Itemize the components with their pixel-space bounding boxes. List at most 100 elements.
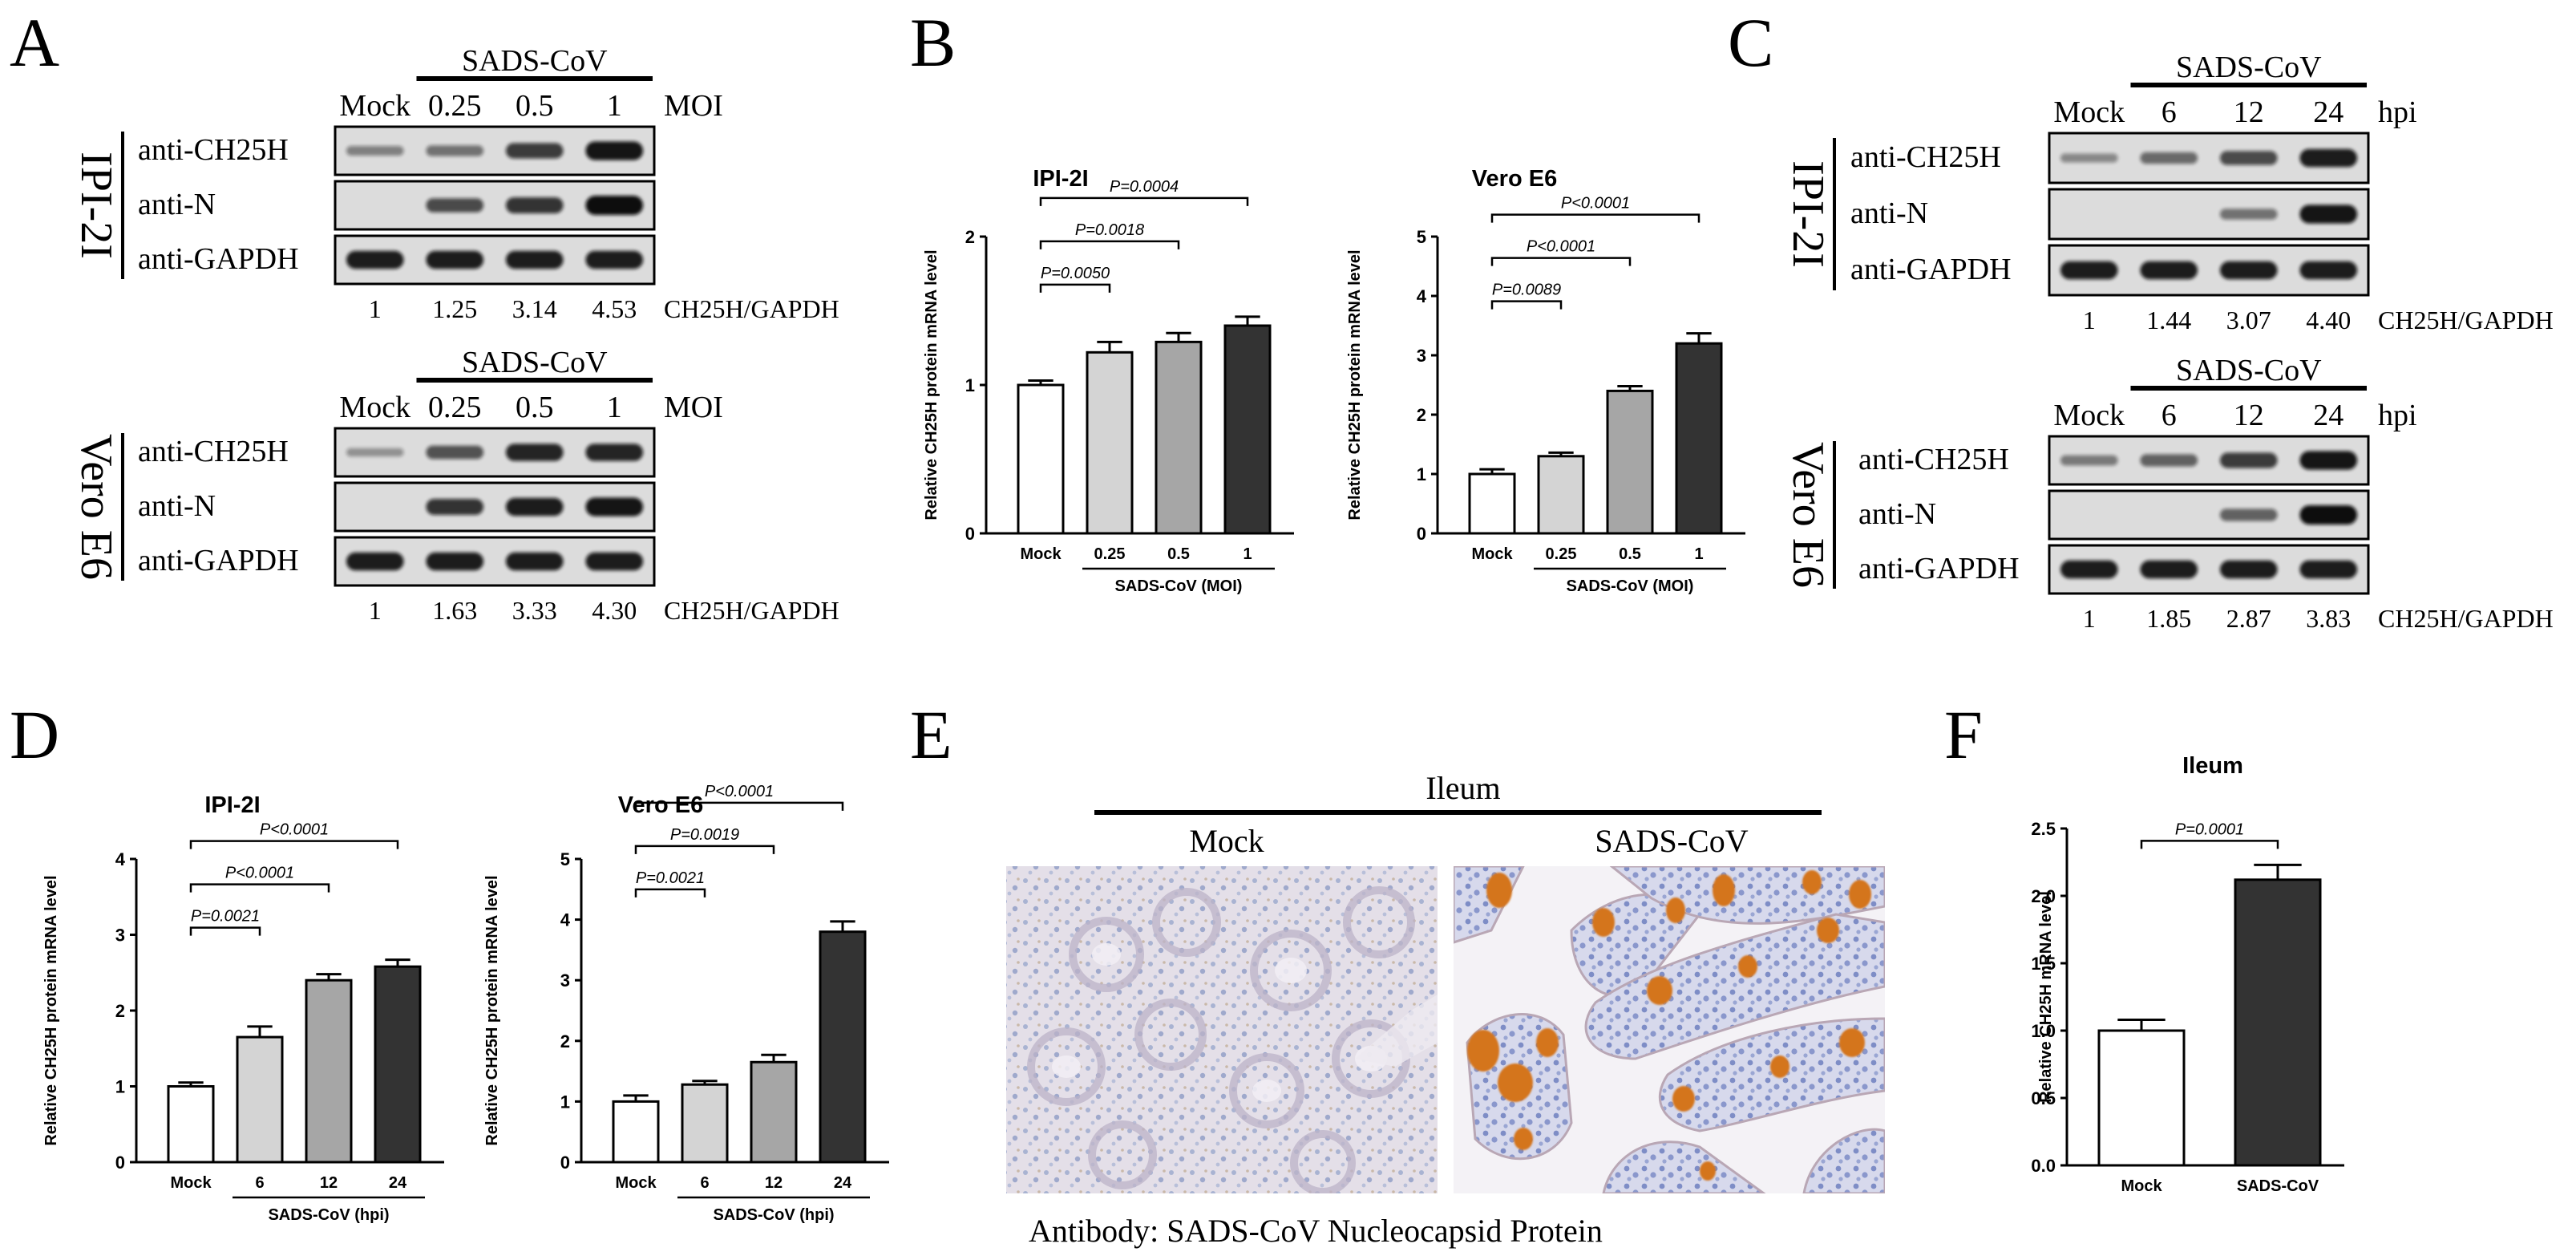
blot-band	[2219, 151, 2278, 165]
blot-band	[585, 444, 644, 461]
panel-e-ihc: Ileum Mock SADS-CoV	[1006, 770, 1885, 1249]
blot-ratio-value: 4.30	[592, 596, 637, 625]
blot-lane-label: 24	[2313, 399, 2343, 432]
blot-band	[2140, 261, 2198, 280]
chart-y-tick-label: 1	[560, 1092, 570, 1112]
chart-sig-bracket	[1490, 213, 1700, 223]
blot-band	[426, 145, 484, 156]
blot-band	[426, 552, 484, 571]
chart-y-tick-label: 1.0	[2031, 1021, 2056, 1041]
chart-y-tick-label: 4	[560, 910, 571, 930]
chart-category-label: Mock	[2121, 1177, 2162, 1195]
chart-y-tick-label: 3	[115, 926, 125, 946]
blot-band	[346, 250, 404, 269]
chart-category-label: 0.25	[1546, 545, 1577, 563]
chart-y-tick-label: 1.5	[2031, 954, 2056, 974]
chart-y-tick-label: 2.5	[2031, 819, 2056, 839]
ihc-group-sads: SADS-CoV	[1595, 823, 1748, 859]
chart-y-tick-label: 2	[115, 1001, 125, 1021]
blot-lane-label: Mock	[339, 391, 410, 424]
chart-category-label: 24	[389, 1174, 407, 1192]
blot-ratio-value: 4.53	[592, 294, 637, 323]
blot-band	[2299, 261, 2358, 280]
chart-group-label: SADS-CoV (MOI)	[1567, 577, 1694, 595]
blot-A-ipi-2i: SADS-CoV Mock 0.25 0.5 1 MOI anti-CH25H anti-N a…	[71, 44, 839, 323]
chart-bar	[612, 1100, 660, 1164]
blot-band	[2219, 261, 2278, 280]
chart-sig-label: P=0.0001	[2175, 820, 2244, 838]
ihc-mock-image	[1006, 866, 1438, 1193]
blot-band	[505, 197, 564, 213]
blot-antibody-label: anti-CH25H	[138, 133, 289, 167]
chart-B-1: Vero E6 0 1 2 3 4 5 Relative CH25H protein mRNA…	[1346, 166, 1745, 595]
blot-virus-label: SADS-CoV	[462, 44, 608, 78]
blot-lane-label: 24	[2313, 95, 2343, 129]
blot-band	[2060, 261, 2118, 280]
blot-band	[505, 143, 564, 159]
chart-category-label: Mock	[615, 1174, 657, 1192]
blot-unit-label: MOI	[664, 89, 723, 123]
chart-y-tick-label: 3	[560, 970, 570, 991]
blot-ratio-value: 1.85	[2146, 604, 2191, 633]
blot-ratio-value: 3.07	[2226, 306, 2271, 334]
chart-category-label: 24	[834, 1174, 852, 1192]
panel-letter-D: D	[10, 696, 59, 773]
chart-title: IPI-2I	[1033, 166, 1088, 192]
chart-y-tick-label: 5	[560, 849, 570, 869]
blot-band	[2140, 560, 2198, 579]
blot-antibody-label: anti-N	[1858, 497, 1936, 531]
chart-group-label: SADS-CoV (hpi)	[268, 1206, 389, 1224]
blot-ratio-value: 1.25	[432, 294, 477, 323]
chart-bar	[1086, 350, 1134, 535]
chart-category-label: 0.25	[1094, 545, 1126, 563]
chart-sig-bracket	[634, 888, 706, 897]
chart-category-label: 0.5	[1167, 545, 1190, 563]
ihc-caption: Antibody: SADS-CoV Nucleocapsid Protein	[1029, 1213, 1603, 1249]
blot-ratio-value: 1	[369, 294, 382, 323]
blot-lane-label: Mock	[2053, 399, 2125, 432]
blot-band	[426, 250, 484, 269]
blot-cell-label: IPI-2I	[71, 152, 121, 259]
chart-sig-bracket	[1039, 240, 1180, 249]
ihc-sads-image	[1454, 866, 1885, 1193]
blot-band	[2219, 452, 2278, 468]
chart-bar	[1017, 383, 1065, 535]
blot-virus-label: SADS-CoV	[2176, 354, 2322, 387]
blot-cell-label: IPI-2I	[1783, 160, 1833, 268]
blot-ratio-label: CH25H/GAPDH	[664, 294, 839, 323]
blot-antibody-label: anti-CH25H	[1850, 140, 2001, 174]
blot-virus-label: SADS-CoV	[2176, 51, 2322, 84]
blot-band	[585, 250, 644, 269]
blot-ratio-value: 1	[369, 596, 382, 625]
chart-y-tick-label: 3	[1417, 346, 1426, 366]
western-blot-layer: SADS-CoV Mock 0.25 0.5 1 MOI anti-CH25H anti-N a…	[71, 44, 2554, 633]
chart-group-label: SADS-CoV (hpi)	[713, 1206, 834, 1224]
ihc-group-mock: Mock	[1189, 823, 1264, 859]
blot-antibody-label: anti-GAPDH	[1858, 552, 2020, 585]
chart-bar	[1223, 324, 1272, 535]
blot-ratio-label: CH25H/GAPDH	[2378, 306, 2554, 334]
chart-y-tick-label: 0	[965, 524, 975, 544]
chart-y-label: Relative CH25H protein mRNA level	[42, 875, 60, 1145]
ihc-tissue-label: Ileum	[1425, 770, 1500, 806]
panel-letter-F: F	[1944, 696, 1983, 773]
blot-antibody-label: anti-CH25H	[138, 435, 289, 468]
blot-ratio-value: 1.44	[2146, 306, 2191, 334]
blot-ratio-value: 3.14	[512, 294, 557, 323]
blot-lane-label: 12	[2234, 399, 2264, 432]
chart-category-label: Mock	[1471, 545, 1513, 563]
blot-band	[505, 444, 564, 461]
chart-bar	[2234, 878, 2322, 1167]
blot-unit-label: hpi	[2378, 95, 2417, 129]
blot-antibody-label: anti-N	[138, 188, 216, 221]
chart-bar	[374, 965, 422, 1164]
chart-title: Vero E6	[1472, 166, 1557, 192]
blot-band	[426, 499, 484, 515]
blot-cell-label: Vero E6	[1783, 442, 1833, 588]
chart-category-label: 6	[255, 1174, 264, 1192]
chart-sig-label: P=0.0089	[1492, 282, 1561, 299]
chart-category-label: Mock	[1020, 545, 1062, 563]
blot-band	[2060, 560, 2118, 579]
blot-band	[2140, 152, 2198, 164]
chart-sig-bracket	[634, 801, 844, 811]
